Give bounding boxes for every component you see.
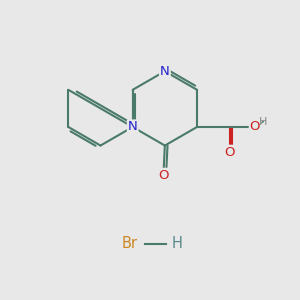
- Text: H: H: [259, 117, 268, 127]
- Text: Br: Br: [121, 236, 137, 251]
- Text: O: O: [250, 121, 260, 134]
- Text: N: N: [160, 65, 170, 78]
- Text: O: O: [158, 169, 169, 182]
- Text: N: N: [128, 121, 138, 134]
- Text: H: H: [171, 236, 182, 251]
- Text: O: O: [224, 146, 235, 159]
